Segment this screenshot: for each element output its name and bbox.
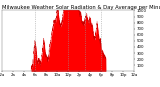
Text: Milwaukee Weather Solar Radiation & Day Average per Minute W/m² (Today): Milwaukee Weather Solar Radiation & Day … (2, 5, 160, 10)
